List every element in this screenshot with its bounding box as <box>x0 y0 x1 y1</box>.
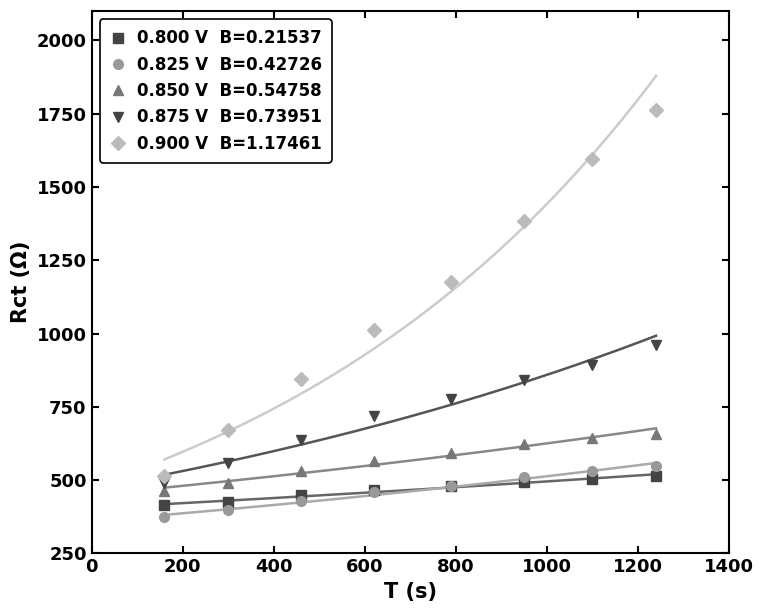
Legend: 0.800 V  B=0.21537, 0.825 V  B=0.42726, 0.850 V  B=0.54758, 0.875 V  B=0.73951, : 0.800 V B=0.21537, 0.825 V B=0.42726, 0.… <box>100 20 331 163</box>
Y-axis label: Rct (Ω): Rct (Ω) <box>11 241 31 324</box>
X-axis label: T (s): T (s) <box>384 582 437 602</box>
